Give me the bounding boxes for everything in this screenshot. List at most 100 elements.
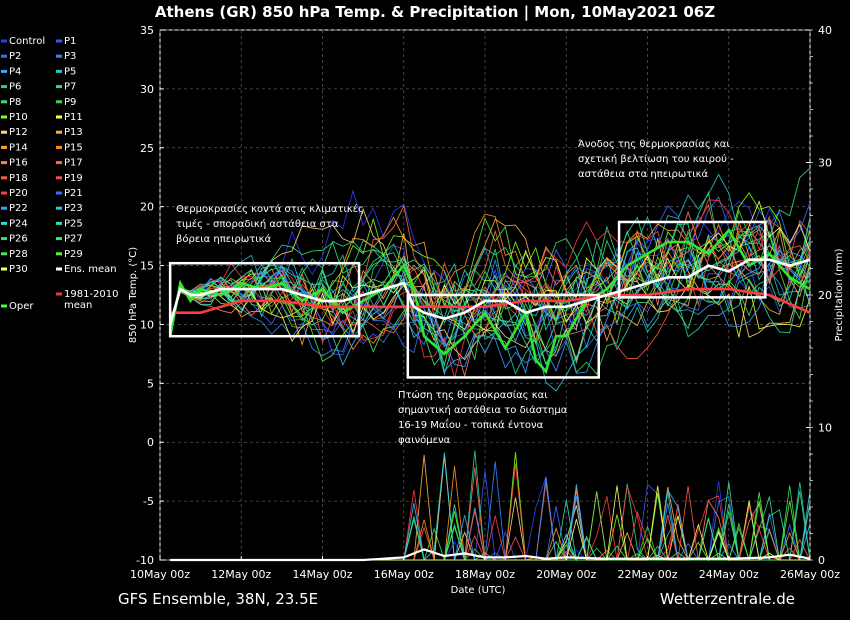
y-tick-label: 30 bbox=[140, 83, 154, 96]
member-temp-line bbox=[169, 249, 811, 374]
x-tick-label: 12May 00z bbox=[211, 568, 271, 581]
y2-tick-label: 0 bbox=[818, 554, 825, 567]
precip-ens-mean-line bbox=[170, 548, 811, 562]
legend-label: P17 bbox=[64, 158, 83, 169]
annotation-text: Πτώση της θερμοκρασίας και σημαντική αστά… bbox=[398, 389, 568, 446]
legend-label: P21 bbox=[64, 188, 83, 199]
legend-item: P22 bbox=[1, 203, 28, 214]
legend-item: Ens. mean bbox=[56, 264, 117, 275]
legend-item: P11 bbox=[56, 112, 83, 123]
x-tick-label: 22May 00z bbox=[617, 568, 677, 581]
y-axis-label: 850 hPa Temp. (°C) bbox=[128, 247, 139, 343]
legend-item: P28 bbox=[1, 249, 28, 260]
chart-title: Athens (GR) 850 hPa Temp. & Precipitatio… bbox=[155, 3, 715, 22]
legend-item: P6 bbox=[1, 82, 21, 93]
x-tick-label: 10May 00z bbox=[130, 568, 190, 581]
legend-label: P15 bbox=[64, 142, 83, 153]
x-tick-label: 26May 00z bbox=[780, 568, 840, 581]
legend-label: P2 bbox=[9, 51, 21, 62]
legend-item: P1 bbox=[56, 36, 76, 47]
highlight-box bbox=[168, 261, 361, 338]
y-tick-label: 10 bbox=[140, 318, 154, 331]
legend-label: P26 bbox=[9, 234, 28, 245]
annotation-text: Άνοδος της θερμοκρασίας και σχετική βελτί… bbox=[578, 138, 734, 180]
y-tick-label: 25 bbox=[140, 142, 154, 155]
legend-item: P19 bbox=[56, 173, 83, 184]
legend-item: P14 bbox=[1, 142, 28, 153]
y-axis-ticks: 35 30 25 20 15 10 5 0 -5 -10 bbox=[136, 24, 164, 567]
legend-label: P24 bbox=[9, 218, 28, 229]
member-temp-line bbox=[169, 196, 811, 333]
legend-label: P8 bbox=[9, 97, 21, 108]
legend-item: P5 bbox=[56, 66, 76, 77]
member-temp-line bbox=[169, 191, 811, 325]
legend-item: P2 bbox=[1, 51, 21, 62]
legend-item: P18 bbox=[1, 173, 28, 184]
climatology-mean-line bbox=[170, 287, 811, 314]
x-tick-label: 16May 00z bbox=[374, 568, 434, 581]
legend-label: P19 bbox=[64, 173, 83, 184]
y2-tick-label: 20 bbox=[818, 289, 832, 302]
y-tick-label: 20 bbox=[140, 201, 154, 214]
legend-item: P16 bbox=[1, 158, 28, 169]
x-tick-label: 20May 00z bbox=[536, 568, 596, 581]
y2-tick-label: 30 bbox=[818, 157, 832, 170]
x-axis-label: Date (UTC) bbox=[451, 585, 506, 596]
y2-tick-label: 10 bbox=[818, 422, 832, 435]
y2-tick-label: 40 bbox=[818, 24, 832, 37]
legend-label: P1 bbox=[64, 36, 76, 47]
legend-label: P20 bbox=[9, 188, 28, 199]
legend-label: P6 bbox=[9, 82, 21, 93]
member-temp-line bbox=[169, 210, 811, 378]
legend-item: P15 bbox=[56, 142, 83, 153]
main-series bbox=[168, 227, 811, 562]
legend-item: P25 bbox=[56, 218, 83, 229]
legend-label: P28 bbox=[9, 249, 28, 260]
legend-label: P14 bbox=[9, 142, 28, 153]
legend-item: P27 bbox=[56, 234, 83, 245]
legend-item: P8 bbox=[1, 97, 21, 108]
legend-label: P22 bbox=[9, 203, 28, 214]
y-tick-label: -5 bbox=[143, 495, 154, 508]
member-temp-line bbox=[169, 223, 811, 332]
member-temp-line bbox=[169, 239, 811, 365]
y-tick-label: 5 bbox=[147, 377, 154, 390]
annotation-text: Θερμοκρασίες κοντά στις κλιματικές τιμές … bbox=[176, 203, 364, 245]
legend-item: 1981-2010 mean bbox=[56, 289, 119, 311]
legend-item: P30 bbox=[1, 264, 28, 275]
member-temp-line bbox=[169, 218, 811, 357]
legend-label: P3 bbox=[64, 51, 76, 62]
legend-label: P13 bbox=[64, 127, 83, 138]
legend-label: P12 bbox=[9, 127, 28, 138]
y-tick-label: -10 bbox=[136, 554, 154, 567]
legend-item: P9 bbox=[56, 97, 76, 108]
legend-item: P3 bbox=[56, 51, 76, 62]
highlight-boxes bbox=[168, 220, 767, 379]
legend-label: Oper bbox=[9, 301, 34, 312]
annotations: Θερμοκρασίες κοντά στις κλιματικές τιμές … bbox=[176, 138, 734, 446]
legend-label: P9 bbox=[64, 97, 76, 108]
legend-item: Oper bbox=[1, 301, 34, 312]
legend-item: P7 bbox=[56, 82, 76, 93]
member-temp-line bbox=[169, 200, 811, 343]
legend-label: 1981-2010 mean bbox=[64, 289, 119, 311]
highlight-box bbox=[617, 220, 767, 299]
legend-item: P20 bbox=[1, 188, 28, 199]
legend-label: P10 bbox=[9, 112, 28, 123]
legend: Control P1 P2 P3 P4 P5 P6 P7 P8 P9 P10 P11 P12 P13 P14… bbox=[1, 36, 119, 312]
legend-label: P11 bbox=[64, 112, 83, 123]
legend-item: P4 bbox=[1, 66, 21, 77]
legend-label: P5 bbox=[64, 66, 76, 77]
legend-item: Control bbox=[1, 36, 45, 47]
ens-mean-line bbox=[168, 258, 811, 325]
legend-item: P17 bbox=[56, 158, 83, 169]
legend-item: P21 bbox=[56, 188, 83, 199]
legend-item: P13 bbox=[56, 127, 83, 138]
legend-item: P29 bbox=[56, 249, 83, 260]
legend-label: P25 bbox=[64, 218, 83, 229]
legend-label: P30 bbox=[9, 264, 28, 275]
legend-label: P27 bbox=[64, 234, 83, 245]
legend-item: P23 bbox=[56, 203, 83, 214]
legend-item: P10 bbox=[1, 112, 28, 123]
